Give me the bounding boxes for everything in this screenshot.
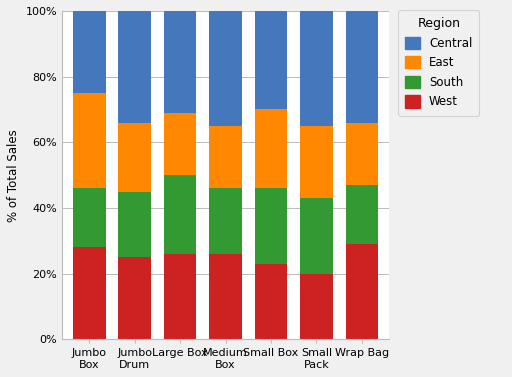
- Bar: [346, 244, 378, 339]
- Bar: [209, 188, 242, 254]
- Bar: [73, 11, 105, 93]
- Bar: [164, 11, 197, 113]
- Bar: [118, 192, 151, 257]
- Y-axis label: % of Total Sales: % of Total Sales: [7, 129, 20, 222]
- Bar: [346, 11, 378, 123]
- Bar: [300, 126, 333, 198]
- Bar: [73, 188, 105, 247]
- Bar: [254, 188, 287, 264]
- Bar: [118, 123, 151, 192]
- Bar: [164, 254, 197, 339]
- Bar: [300, 274, 333, 339]
- Bar: [118, 257, 151, 339]
- Bar: [254, 264, 287, 339]
- Bar: [164, 113, 197, 175]
- Bar: [346, 123, 378, 185]
- Bar: [209, 126, 242, 188]
- Legend: Central, East, South, West: Central, East, South, West: [398, 10, 479, 116]
- Bar: [254, 109, 287, 188]
- Bar: [73, 93, 105, 188]
- Bar: [300, 198, 333, 274]
- Bar: [209, 11, 242, 126]
- Bar: [346, 185, 378, 244]
- Bar: [300, 11, 333, 126]
- Bar: [209, 254, 242, 339]
- Bar: [73, 247, 105, 339]
- Bar: [254, 11, 287, 109]
- Bar: [118, 11, 151, 123]
- Bar: [164, 175, 197, 254]
